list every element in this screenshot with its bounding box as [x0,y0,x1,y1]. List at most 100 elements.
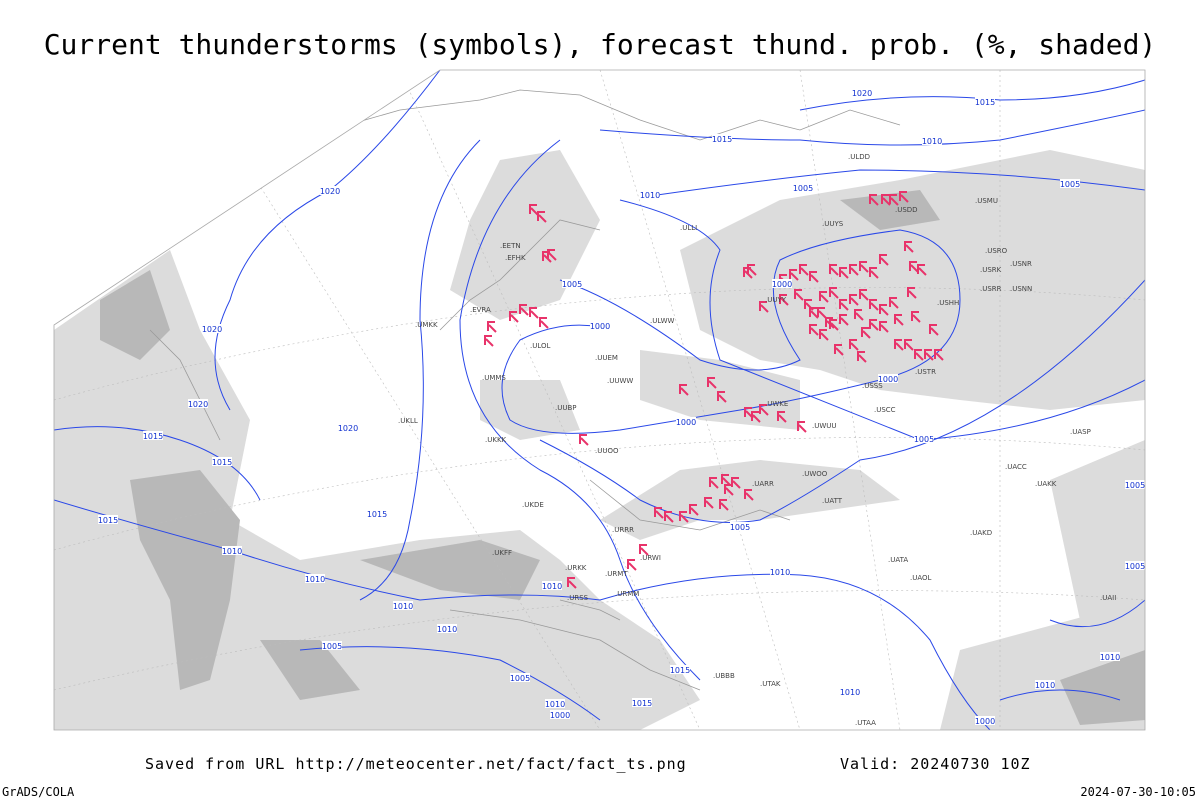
station-code: .URMM [615,590,639,598]
station-code: .UATT [822,497,843,505]
isobar-label: 1005 [793,184,813,193]
station-code: .UKKK [485,436,507,444]
thunderstorm-symbol [879,254,889,266]
map-labels: 1020 1015 1015 1010 1005 1005 1020 1010 1005 1000… [98,88,1145,727]
isobar-label: 1010 [1100,653,1120,662]
isobar-label: 1010 [840,688,860,697]
thunderstorm-symbol [909,261,919,273]
isobar-label-bg [338,423,358,432]
isobar-label: 1005 [1125,481,1145,490]
isobar-label-bg [1100,652,1120,661]
isobar-label: 1005 [730,523,750,532]
thunderstorm-symbol [799,264,809,276]
isobar-label-bg [393,601,413,610]
thunderstorm-symbol [509,311,519,323]
station-code: .USDD [895,206,918,214]
thunderstorm-symbol [529,204,539,216]
isobar-label-bg [542,581,562,590]
thunderstorm-symbol [899,191,909,203]
isobar-label-bg [188,399,208,408]
station-code: .USHH [937,299,959,307]
coastlines [149,89,901,691]
isobar-label: 1005 [322,642,342,651]
isobar-label-bg [550,710,570,719]
isobar-label: 1010 [640,191,660,200]
thunderstorm-symbol [751,411,761,423]
station-code: .UASP [1070,428,1091,436]
station-code: .UTAA [855,719,876,727]
isobar-label: 1015 [975,98,995,107]
isobar-label: 1020 [338,424,358,433]
isobar-label-bg [730,522,750,531]
station-code: .UWOO [802,470,828,478]
thunderstorm-symbol [809,307,819,319]
station-code: .USSS [862,382,883,390]
thunderstorm-symbol [879,321,889,333]
thunderstorm-symbol [849,294,859,306]
thunderstorm-symbol [817,307,827,319]
thunderstorm-symbol [487,321,497,333]
source-url: Saved from URL http://meteocenter.net/fa… [145,755,687,773]
probability-shading-high [100,190,1145,725]
isobar-label: 1010 [393,602,413,611]
thunderstorm-symbol [719,499,729,511]
isobars [54,70,1145,730]
thunderstorm-symbol [889,194,899,206]
thunderstorm-symbol [721,474,731,486]
thunderstorm-symbol [819,291,829,303]
isobar-label-bg [840,687,860,696]
thunderstorm-symbol [819,329,829,341]
isobar-label-bg [975,97,995,106]
isobar-label-bg [670,665,690,674]
thunderstorm-symbol [747,264,757,276]
isobar-label-bg [202,324,222,333]
station-code: .UUYY [765,296,787,304]
isobar-label-bg [772,279,792,288]
station-code: .EVRA [470,306,491,314]
station-code: .URMT [605,570,628,578]
isobar-label-bg [510,673,530,682]
thunderstorm-symbol [529,307,539,319]
isobar-label: 1010 [545,700,565,709]
isobar-label: 1015 [367,510,387,519]
station-code: .USTR [915,368,936,376]
thunderstorm-symbol [809,324,819,336]
map-frame [53,69,1146,731]
isobar-label-bg [590,321,610,330]
thunderstorm-symbol [839,299,849,311]
thunderstorm-symbol [567,577,577,589]
station-code: .UUWW [607,377,633,385]
isobar-label-bg [1125,561,1145,570]
station-code: .USRR [980,285,1002,293]
isobar-label-bg [562,279,582,288]
station-code: .UAKK [1035,480,1057,488]
software-credit: GrADS/COLA [2,785,75,799]
isobar-label-bg [437,624,457,633]
isobar-label-bg [367,509,387,518]
station-code: .USMU [975,197,998,205]
thunderstorm-symbol [829,319,839,331]
isobar-label-bg [878,374,898,383]
isobar-label: 1015 [143,432,163,441]
thunderstorm-symbol [724,484,734,496]
thunderstorm-symbol [881,194,891,206]
thunderstorm-symbol [537,211,547,223]
isobar-label: 1000 [772,280,792,289]
thunderstorm-symbol [759,301,769,313]
isobar-label: 1010 [222,547,242,556]
isobar-label: 1015 [98,516,118,525]
isobar-label: 1010 [437,625,457,634]
isobar-label-bg [922,136,942,145]
thunderstorm-symbol [869,267,879,279]
thunderstorm-symbol [789,269,799,281]
isobar-label: 1015 [712,135,732,144]
isobar-label-bg [632,698,652,707]
isobar-label-bg [143,431,163,440]
thunderstorm-symbol [797,421,807,433]
station-code: .USRK [980,266,1002,274]
thunderstorm-symbol [861,327,871,339]
thunderstorm-symbol [839,314,849,326]
station-code: .ULDD [848,153,870,161]
station-code: .EETN [500,242,521,250]
